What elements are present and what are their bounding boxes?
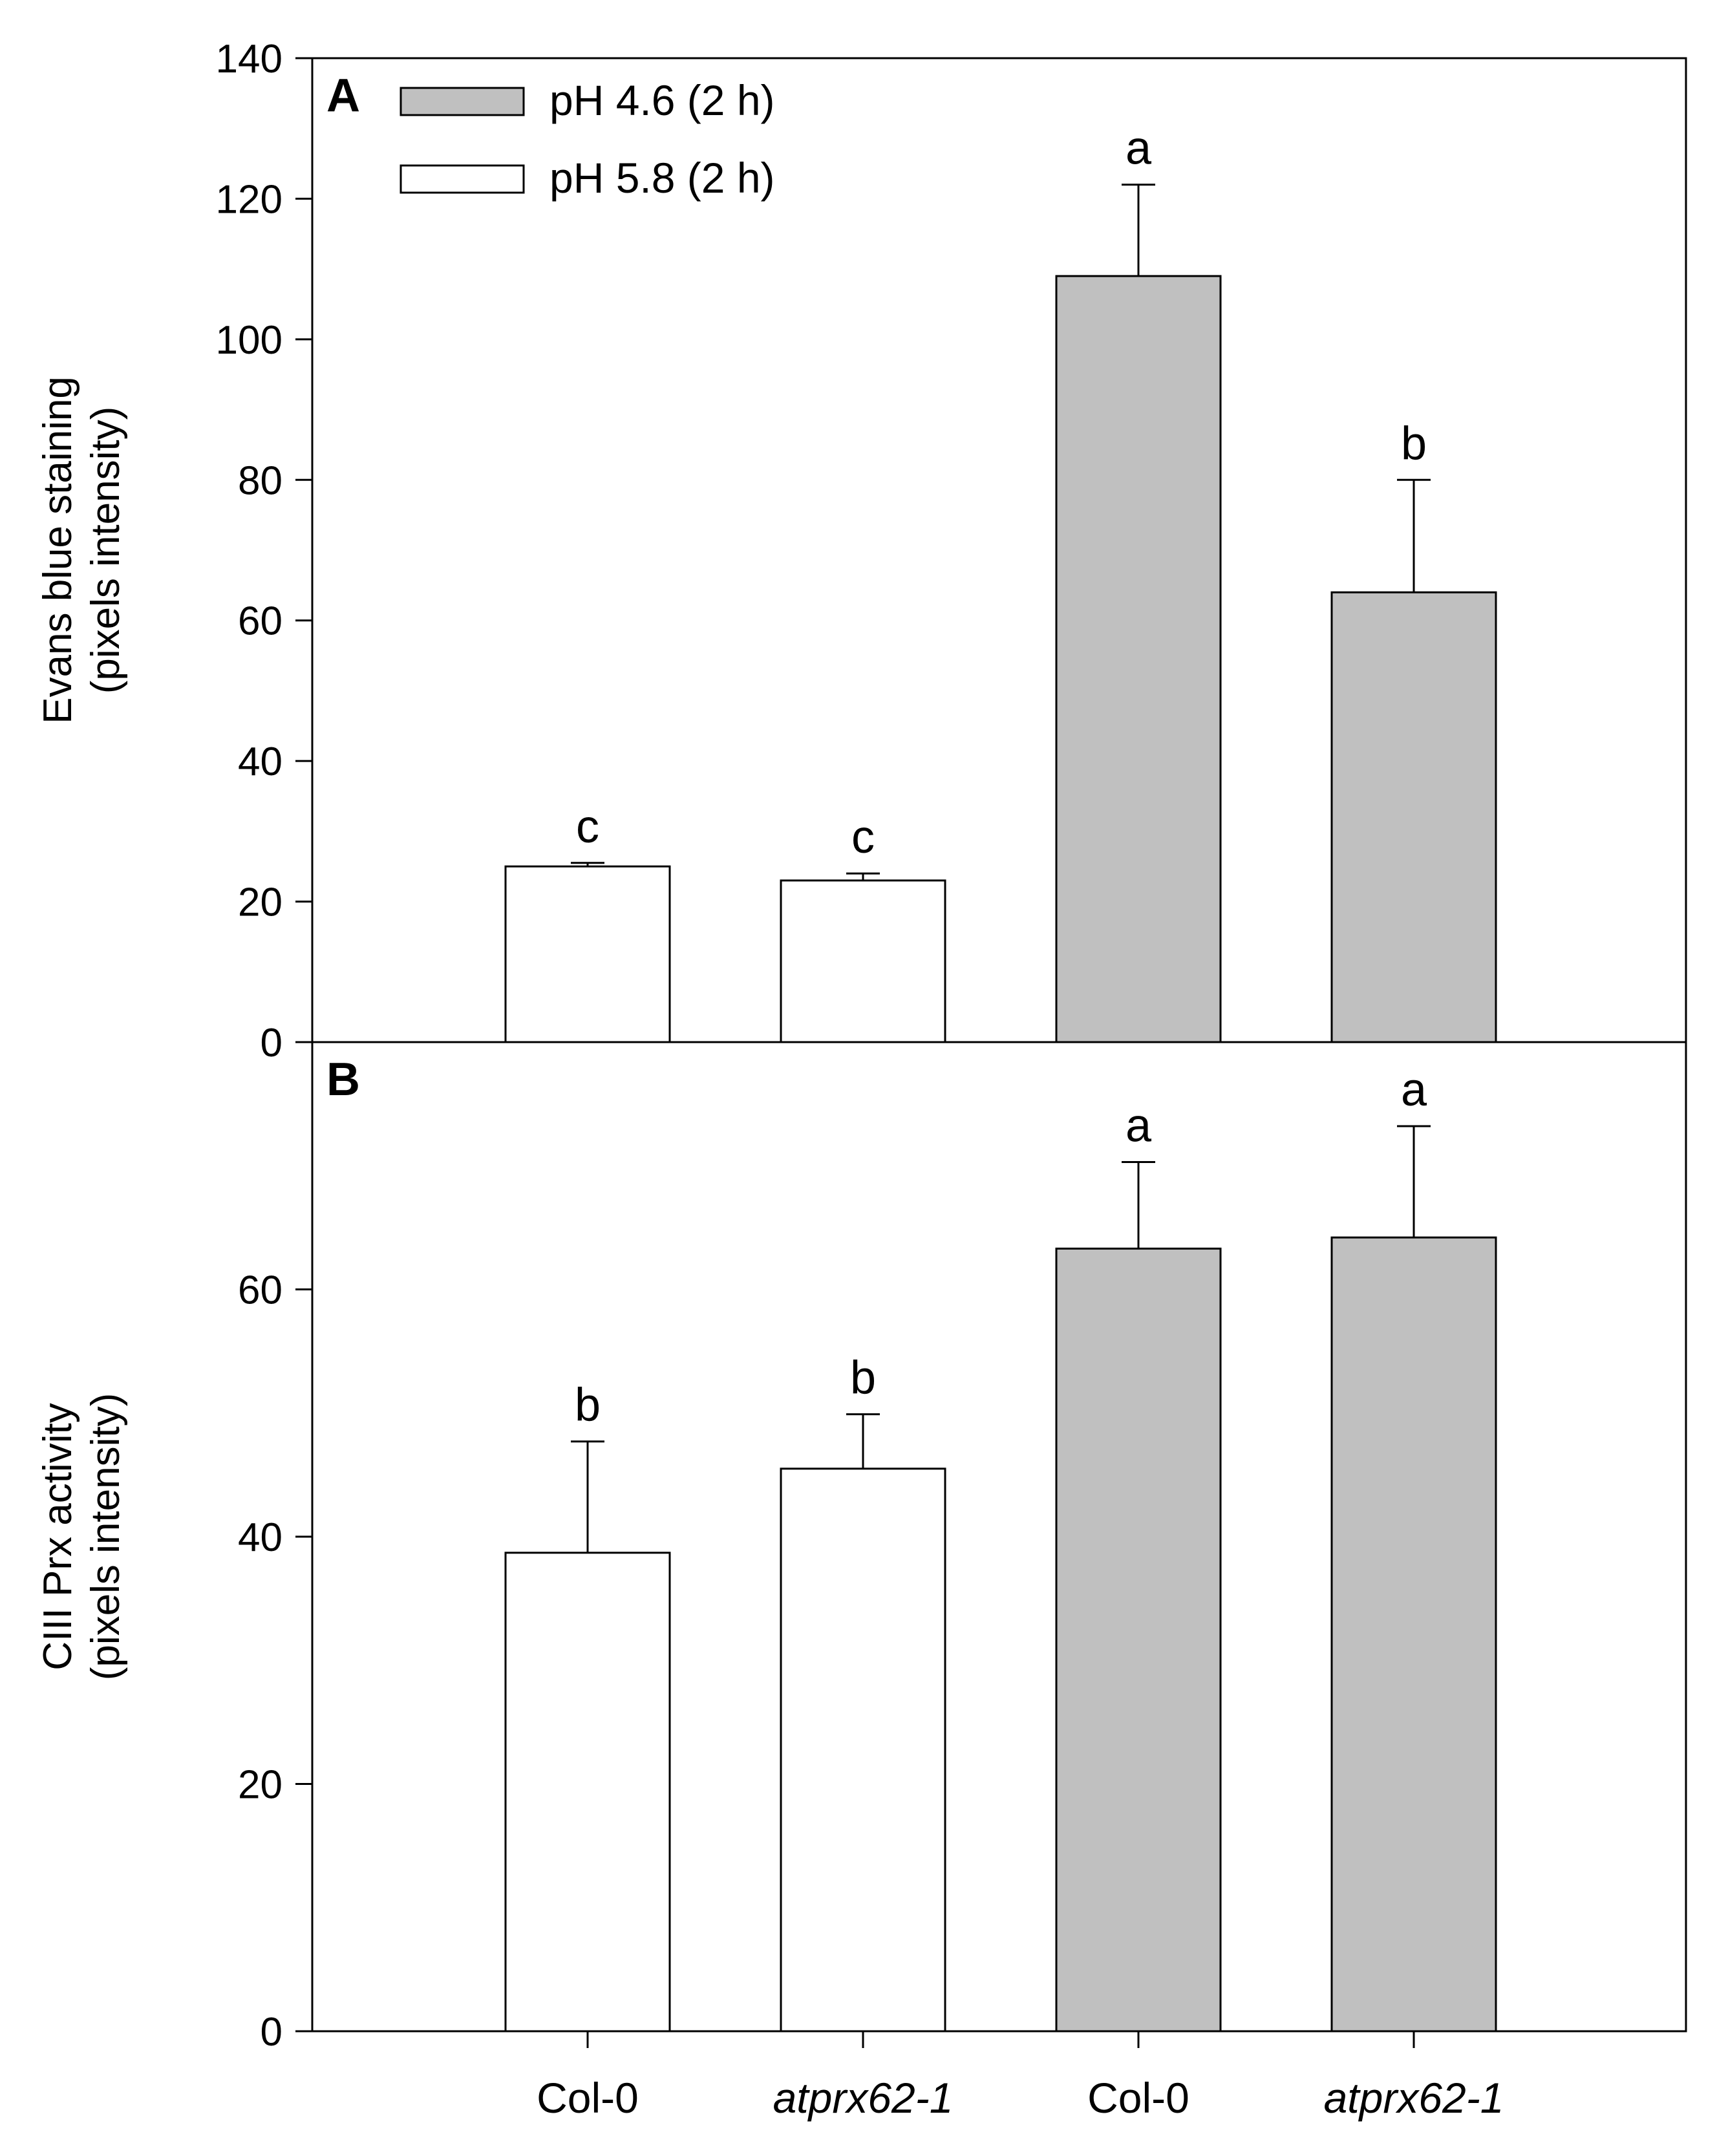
y-axis-title-line-1: Evans blue staining	[36, 376, 80, 724]
bar-B-4	[1330, 1236, 1497, 2033]
significance-label-B-1: b	[575, 1380, 601, 1431]
y-tick-label-A-0: 0	[261, 1021, 283, 1065]
legend-label-1: pH 4.6 (2 h)	[549, 76, 775, 124]
y-axis-title-A: Evans blue staining(pixels intensity)	[36, 376, 128, 724]
significance-label-A-4: b	[1401, 418, 1427, 469]
legend-swatch-1	[400, 87, 525, 116]
x-category-label-3: Col-0	[1087, 2074, 1189, 2122]
significance-label-B-3: a	[1125, 1100, 1152, 1152]
y-tick-label-B-0: 0	[261, 2010, 283, 2055]
legend-label-2: pH 5.8 (2 h)	[549, 154, 775, 202]
y-axis-title-B: CIII Prx activity(pixels intensity)	[36, 1393, 128, 1680]
y-axis-title-line-2: (pixels intensity)	[83, 407, 128, 694]
x-category-label-1: Col-0	[537, 2074, 639, 2122]
y-tick-label-A-100: 100	[216, 318, 283, 363]
legend-swatch-2	[400, 164, 525, 194]
y-tick-label-B-20: 20	[238, 1763, 283, 1808]
significance-label-B-2: b	[850, 1352, 876, 1404]
y-tick-label-A-40: 40	[238, 740, 283, 784]
y-tick-label-A-120: 120	[216, 177, 283, 222]
bar-B-3	[1055, 1247, 1222, 2033]
y-tick-label-B-60: 60	[238, 1268, 283, 1313]
panel-label-B: B	[326, 1054, 360, 1105]
y-tick-label-A-80: 80	[238, 458, 283, 503]
significance-label-A-1: c	[576, 801, 599, 853]
x-category-label-4: atprx62-1	[1324, 2074, 1504, 2122]
bar-A-2	[780, 879, 946, 1043]
panel-label-A: A	[326, 70, 360, 122]
bar-A-3	[1055, 275, 1222, 1043]
y-tick-label-A-20: 20	[238, 881, 283, 925]
y-axis-title-line-1: CIII Prx activity	[36, 1403, 80, 1670]
significance-label-B-4: a	[1401, 1064, 1427, 1116]
y-axis-title-line-2: (pixels intensity)	[83, 1393, 128, 1680]
bar-B-1	[504, 1552, 671, 2033]
bar-A-4	[1330, 591, 1497, 1043]
y-tick-label-A-60: 60	[238, 599, 283, 644]
significance-label-A-2: c	[851, 811, 875, 863]
significance-label-A-3: a	[1125, 123, 1152, 175]
plot-frame-B	[311, 1041, 1687, 2033]
bar-B-2	[780, 1468, 946, 2033]
y-tick-label-A-140: 140	[216, 37, 283, 81]
x-category-label-2: atprx62-1	[773, 2074, 954, 2122]
bar-A-1	[504, 865, 671, 1043]
y-tick-label-B-40: 40	[238, 1515, 283, 1560]
